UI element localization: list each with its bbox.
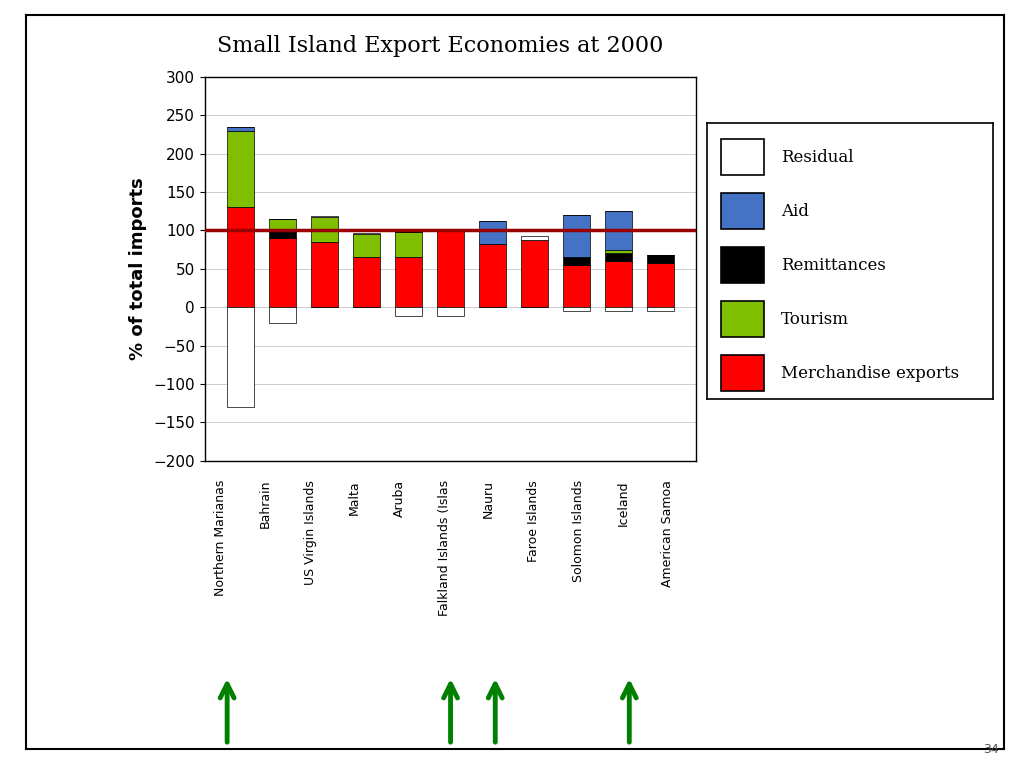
Text: Small Island Export Economies at 2000: Small Island Export Economies at 2000 (217, 35, 664, 57)
Text: Iceland: Iceland (616, 480, 630, 525)
Bar (227, 131, 254, 207)
Bar (479, 221, 506, 244)
Text: Bahrain: Bahrain (259, 480, 271, 528)
Text: Residual: Residual (781, 149, 854, 166)
Bar (311, 242, 338, 307)
Bar (227, 127, 254, 131)
Bar (269, 238, 296, 307)
Bar (721, 247, 764, 283)
Text: Falkland Islands (Islas: Falkland Islands (Islas (437, 480, 451, 616)
Text: Aid: Aid (781, 203, 809, 220)
Bar (721, 194, 764, 230)
Bar (395, 232, 422, 257)
Bar (521, 240, 548, 307)
Bar (605, 250, 632, 253)
Bar (605, 307, 632, 311)
Bar (563, 215, 590, 257)
Bar (647, 307, 674, 311)
Y-axis label: % of total imports: % of total imports (128, 177, 146, 360)
Text: US Virgin Islands: US Virgin Islands (303, 480, 316, 585)
Bar (227, 307, 254, 407)
Bar (605, 253, 632, 261)
Text: Solomon Islands: Solomon Islands (571, 480, 585, 582)
Bar (353, 234, 380, 257)
Text: Remittances: Remittances (781, 257, 886, 273)
Bar (721, 301, 764, 337)
Bar (563, 265, 590, 307)
Bar (563, 307, 590, 311)
Bar (563, 257, 590, 265)
Bar (437, 230, 464, 307)
Bar (311, 216, 338, 217)
Bar (269, 230, 296, 238)
Bar (721, 140, 764, 175)
Bar (395, 257, 422, 307)
Bar (605, 211, 632, 250)
Text: Northern Marianas: Northern Marianas (214, 480, 227, 597)
Text: Malta: Malta (348, 480, 361, 515)
Bar (479, 244, 506, 307)
Text: Aruba: Aruba (393, 480, 406, 517)
Text: Tourism: Tourism (781, 311, 849, 328)
Text: 34: 34 (983, 743, 998, 756)
Bar (521, 236, 548, 240)
Text: Nauru: Nauru (482, 480, 496, 518)
Bar (647, 263, 674, 307)
Bar (721, 355, 764, 391)
Bar (605, 261, 632, 307)
Bar (311, 217, 338, 242)
Bar (647, 255, 674, 263)
Bar (353, 257, 380, 307)
Bar (353, 233, 380, 234)
Text: Merchandise exports: Merchandise exports (781, 365, 959, 382)
Bar (395, 307, 422, 316)
Bar (437, 307, 464, 316)
Bar (227, 207, 254, 307)
Bar (269, 219, 296, 230)
Text: Faroe Islands: Faroe Islands (527, 480, 540, 561)
Text: American Samoa: American Samoa (660, 480, 674, 587)
Bar (269, 307, 296, 323)
